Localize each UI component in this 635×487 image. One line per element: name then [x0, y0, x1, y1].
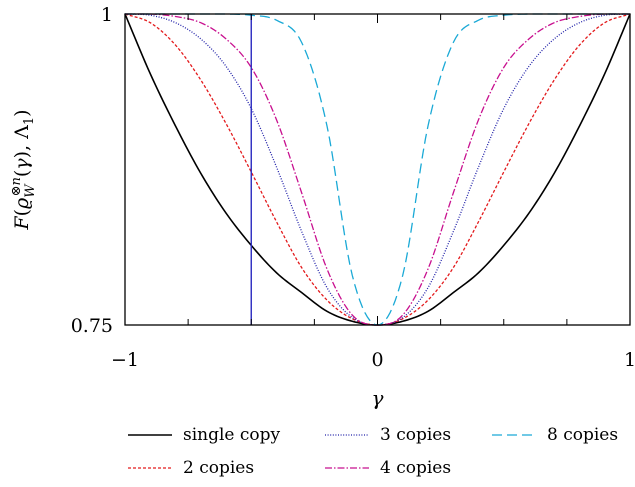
legend-label: 3 copies: [380, 425, 451, 445]
x-tick-label: 0: [371, 349, 383, 371]
x-axis-label: γ: [372, 386, 384, 410]
x-tick-label: 1: [624, 349, 635, 371]
series-line-single-copy: [124, 13, 631, 326]
tick-layer: −1 0 1 0.75 1: [71, 4, 635, 371]
series-layer: [124, 13, 631, 326]
y-axis-label: F(ϱW⊗n(γ), Λ1): [9, 109, 38, 230]
series-line-8-copies: [125, 13, 630, 326]
series-line-4-copies: [125, 13, 630, 326]
legend: single copy 3 copies 8 copies 2 copies 4 cop…: [128, 425, 618, 478]
plot-frame: [124, 13, 631, 326]
legend-label: single copy: [183, 425, 281, 445]
legend-label: 4 copies: [380, 458, 451, 478]
y-tick-label: 0.75: [71, 315, 113, 337]
y-tick-label: 1: [101, 4, 113, 26]
legend-label: 2 copies: [183, 458, 254, 478]
series-line-3-copies: [124, 13, 631, 326]
legend-label: 8 copies: [547, 425, 618, 445]
x-tick-label: −1: [111, 349, 139, 371]
series-line-2-copies: [124, 13, 631, 326]
